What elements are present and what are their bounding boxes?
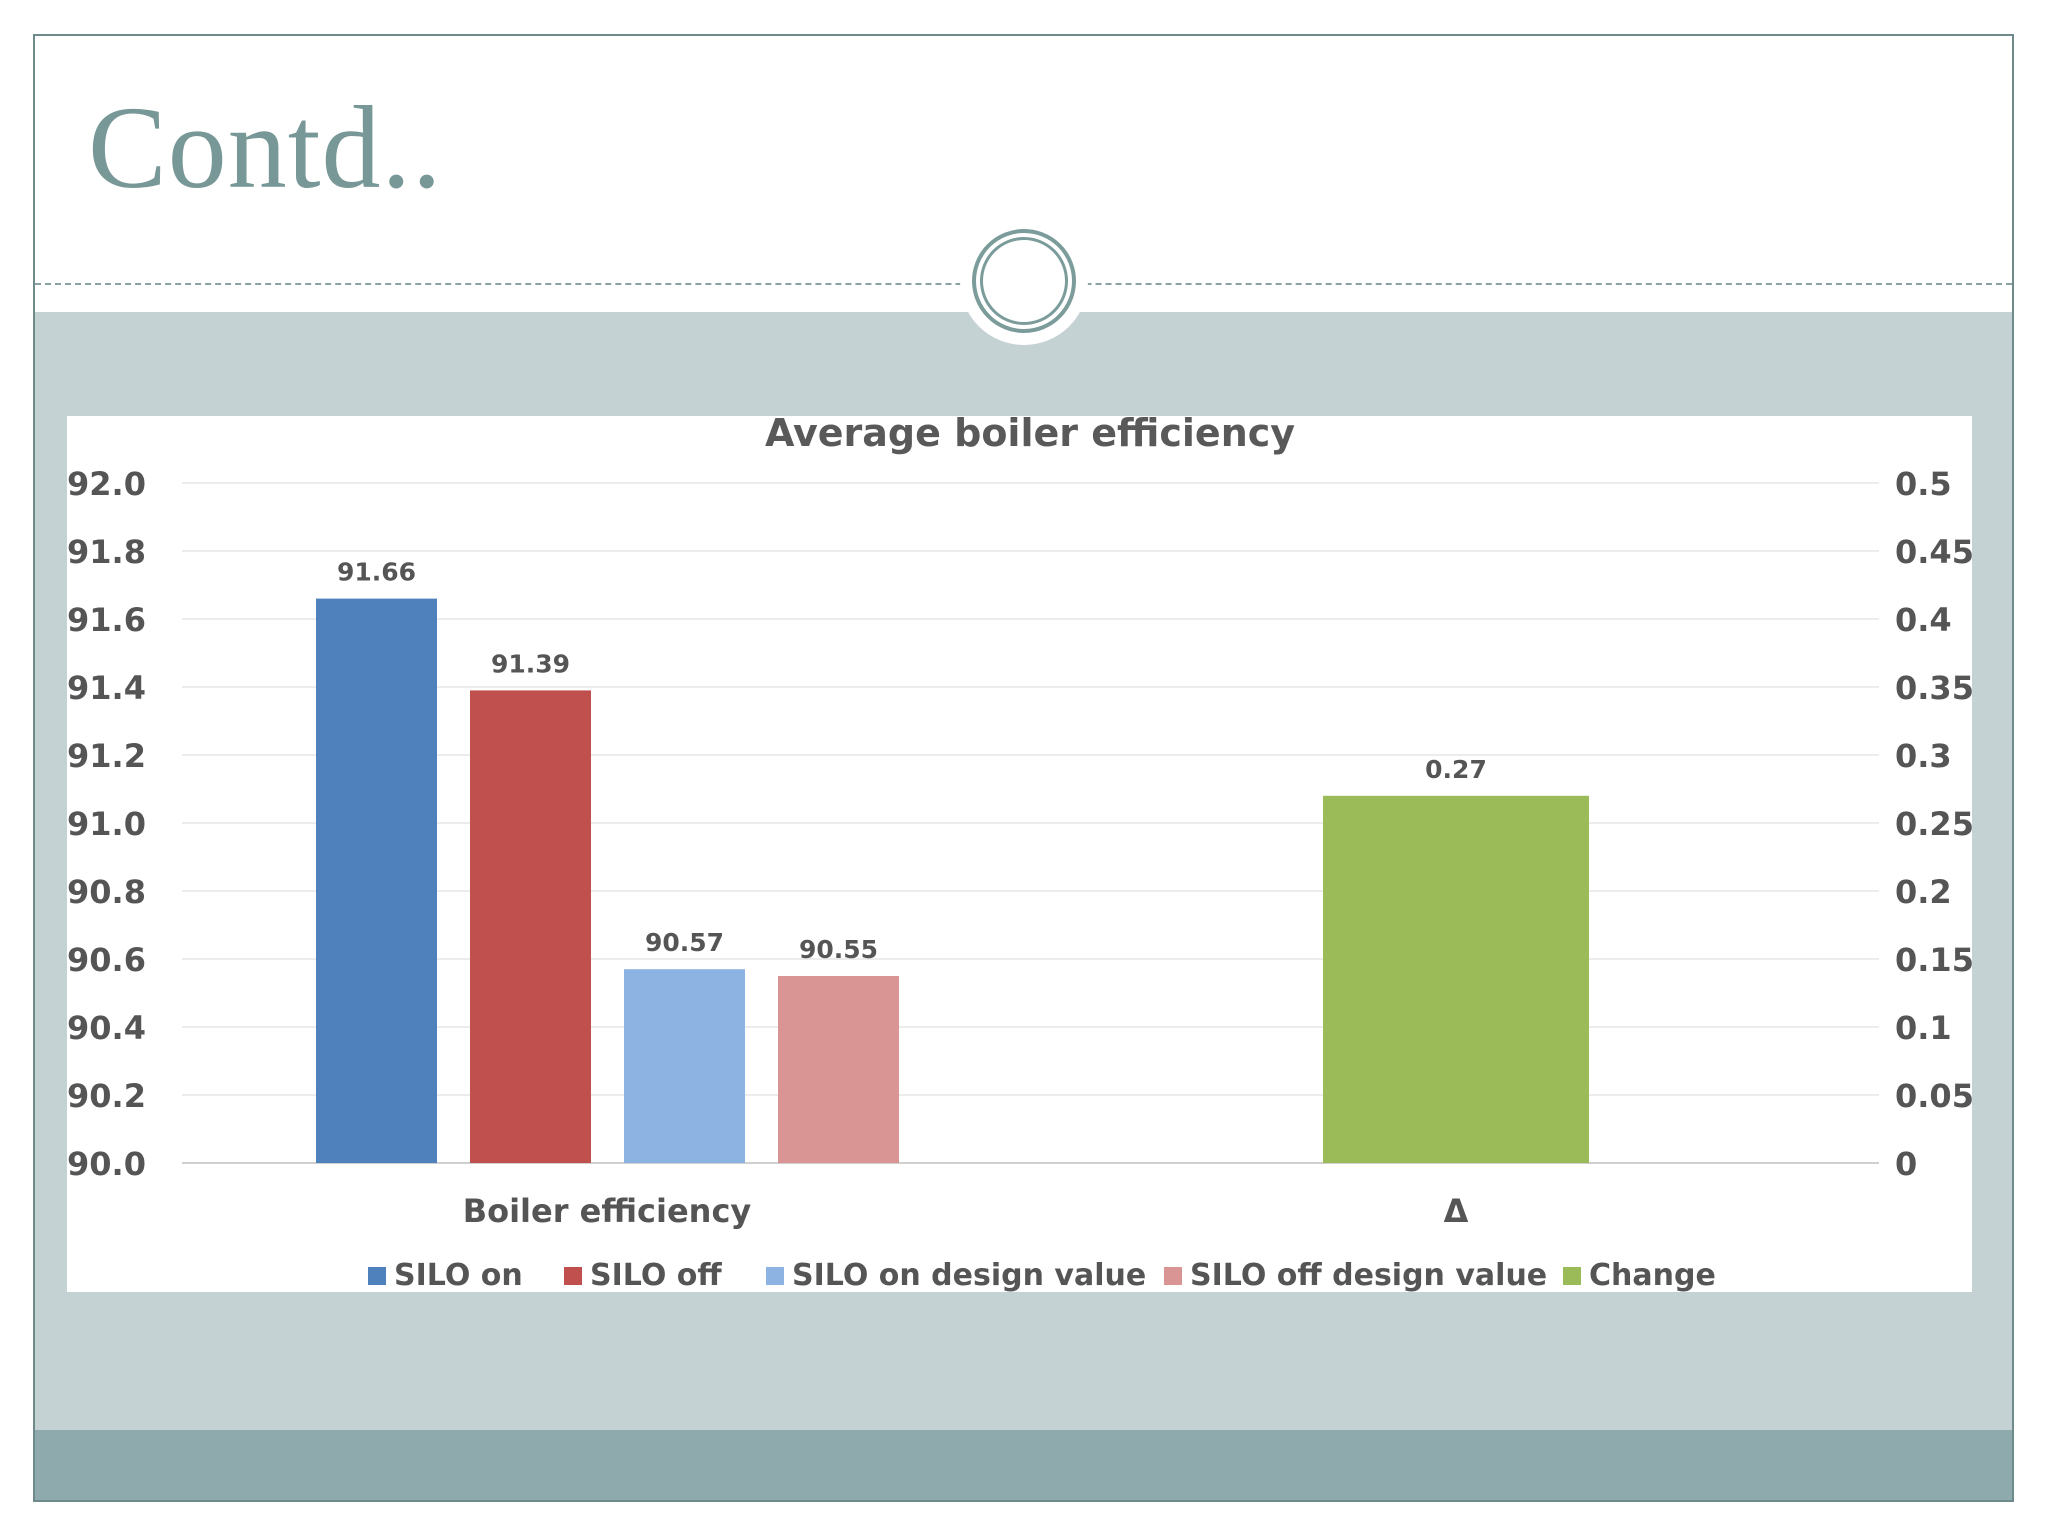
legend-label: Change bbox=[1589, 1258, 1716, 1292]
category-label: Δ bbox=[1444, 1192, 1469, 1230]
data-label: 91.66 bbox=[337, 558, 416, 587]
chart-panel: Average boiler efficiency 92.0 91.8 91.6 91… bbox=[67, 416, 1972, 1292]
left-axis: 92.0 91.8 91.6 91.4 91.2 91.0 90.8 90.6 90.4 90.2… bbox=[67, 465, 146, 1183]
category-label: Boiler efficiency bbox=[463, 1192, 752, 1230]
chart-title: Average boiler efficiency bbox=[765, 416, 1295, 455]
slide-title: Contd.. bbox=[88, 82, 443, 213]
left-axis-tick-label: 90.4 bbox=[67, 1009, 146, 1047]
left-axis-tick-label: 91.2 bbox=[67, 737, 146, 775]
left-axis-tick-label: 90.6 bbox=[67, 941, 146, 979]
right-axis-tick-label: 0.45 bbox=[1895, 533, 1972, 571]
right-axis-tick-label: 0.4 bbox=[1895, 601, 1952, 639]
circle-ring-inner bbox=[980, 237, 1068, 325]
legend-swatch bbox=[1164, 1267, 1182, 1285]
legend-label: SILO on design value bbox=[792, 1258, 1146, 1292]
right-axis: 0.5 0.45 0.4 0.35 0.3 0.25 0.2 0.15 0.1 0.05 0 bbox=[1895, 465, 1972, 1183]
legend-label: SILO off bbox=[590, 1258, 722, 1292]
left-axis-tick-label: 90.2 bbox=[67, 1077, 146, 1115]
gridlines bbox=[182, 482, 1879, 1164]
legend-swatch bbox=[1563, 1267, 1581, 1285]
legend-label: SILO on bbox=[394, 1258, 523, 1292]
left-axis-tick-label: 90.8 bbox=[67, 873, 146, 911]
legend-swatch bbox=[766, 1267, 784, 1285]
category-labels: Boiler efficiency Δ bbox=[463, 1192, 1469, 1230]
left-axis-tick-label: 91.0 bbox=[67, 805, 146, 843]
right-axis-tick-label: 0.3 bbox=[1895, 737, 1952, 775]
bar bbox=[778, 976, 899, 1163]
left-axis-tick-label: 90.0 bbox=[67, 1145, 146, 1183]
data-label: 90.57 bbox=[645, 928, 724, 957]
right-axis-tick-label: 0 bbox=[1895, 1145, 1917, 1183]
legend-swatch bbox=[564, 1267, 582, 1285]
bars bbox=[316, 598, 1589, 1163]
bar bbox=[624, 969, 745, 1163]
legend: SILO on SILO off SILO on design value SILO … bbox=[368, 1258, 1716, 1292]
bar bbox=[1323, 795, 1589, 1163]
legend-label: SILO off design value bbox=[1190, 1258, 1547, 1292]
legend-swatch bbox=[368, 1267, 386, 1285]
right-axis-tick-label: 0.05 bbox=[1895, 1077, 1972, 1115]
right-axis-tick-label: 0.25 bbox=[1895, 805, 1972, 843]
right-axis-tick-label: 0.5 bbox=[1895, 465, 1952, 503]
bar bbox=[470, 690, 591, 1163]
data-label: 91.39 bbox=[491, 649, 570, 678]
data-label: 90.55 bbox=[799, 935, 878, 964]
right-axis-tick-label: 0.1 bbox=[1895, 1009, 1952, 1047]
data-labels: 91.66 91.39 90.57 90.55 0.27 bbox=[337, 558, 1487, 964]
right-axis-tick-label: 0.35 bbox=[1895, 669, 1972, 707]
right-axis-tick-label: 0.2 bbox=[1895, 873, 1952, 911]
right-axis-tick-label: 0.15 bbox=[1895, 941, 1972, 979]
boiler-efficiency-chart: Average boiler efficiency 92.0 91.8 91.6 91… bbox=[67, 416, 1972, 1292]
left-axis-tick-label: 91.4 bbox=[67, 669, 146, 707]
footer-band bbox=[35, 1430, 2012, 1500]
bar bbox=[316, 598, 437, 1163]
data-label: 0.27 bbox=[1425, 755, 1487, 784]
left-axis-tick-label: 91.6 bbox=[67, 601, 146, 639]
left-axis-tick-label: 92.0 bbox=[67, 465, 146, 503]
left-axis-tick-label: 91.8 bbox=[67, 533, 146, 571]
